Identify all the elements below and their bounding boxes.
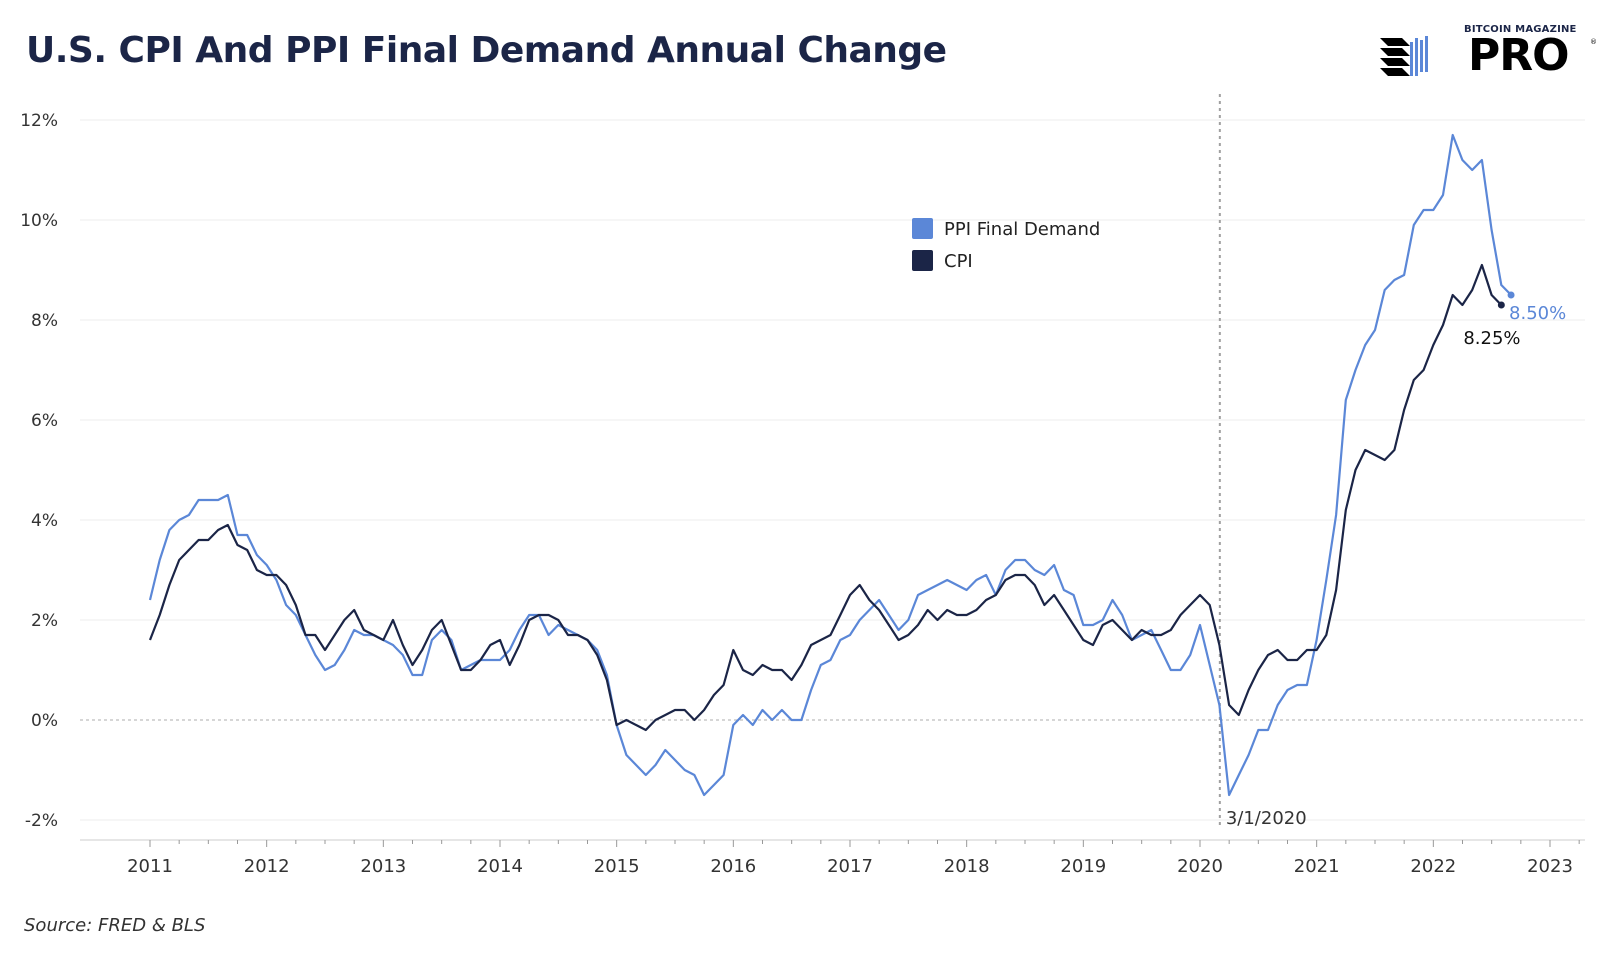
x-tick-label: 2011 [127,856,173,877]
x-tick-label: 2019 [1060,856,1106,877]
cpi-end-label: 8.25% [1463,328,1520,349]
series: 8.50% 8.25% [148,133,1566,797]
legend-swatch-cpi [912,250,933,271]
legend-label-cpi: CPI [944,251,973,272]
x-tick-label: 2022 [1410,856,1456,877]
x-tick-label: 2016 [710,856,756,877]
x-tick-label: 2018 [944,856,990,877]
ppi-end-label: 8.50% [1509,303,1566,324]
cpi-series-line [148,263,1503,732]
bitcoin-magazine-logo-icon [1380,36,1428,76]
x-tick-label: 2023 [1527,856,1573,877]
x-tick-label: 2012 [244,856,290,877]
source-note: Source: FRED & BLS [24,915,206,936]
y-tick-label: 10% [20,211,58,231]
axes: -2% 0% 2% 4% 6% 8% 10% 12% 2011 2012 2013 2014 2015 2… [20,111,1585,877]
brand-logo: BITCOIN MAGAZINE PRO ® [1380,24,1597,84]
ppi-series-line [148,133,1512,797]
legend-label-ppi: PPI Final Demand [944,219,1100,240]
legend-swatch-ppi [912,218,933,239]
logo-top-text: BITCOIN MAGAZINE [1464,24,1577,35]
logo-registered-mark: ® [1590,38,1597,46]
y-tick-label: 12% [20,111,58,131]
y-tick-label: 2% [31,611,58,631]
logo-main-text: PRO [1468,30,1570,81]
x-tick-label: 2015 [594,856,640,877]
x-tick-label: 2017 [827,856,873,877]
x-tick-label: 2013 [360,856,406,877]
annotation-label: 3/1/2020 [1226,808,1307,829]
x-tick-label: 2020 [1177,856,1223,877]
legend: PPI Final Demand CPI [912,218,1100,272]
chart-title: U.S. CPI And PPI Final Demand Annual Cha… [26,30,947,71]
y-tick-label: 8% [31,311,58,331]
x-tick-label: 2014 [477,856,523,877]
x-tick-label: 2021 [1294,856,1340,877]
annotations: 3/1/2020 [1218,94,1307,829]
y-tick-label: 4% [31,511,58,531]
gridlines [80,119,1585,821]
y-tick-label: -2% [25,811,58,831]
y-tick-label: 0% [31,711,58,731]
y-tick-label: 6% [31,411,58,431]
ppi-end-point [1507,291,1515,299]
cpi-end-point [1497,301,1505,309]
